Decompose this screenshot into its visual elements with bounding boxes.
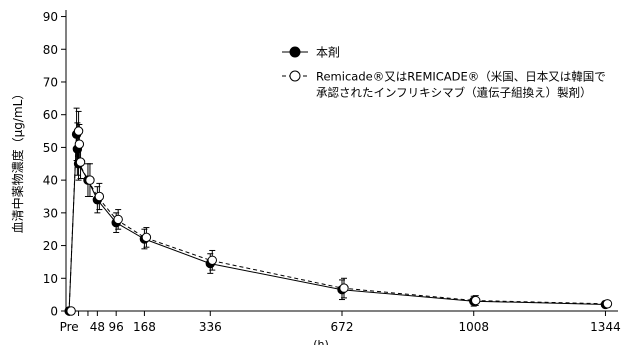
plot-frame bbox=[65, 10, 618, 312]
legend-label-1: 本剤 bbox=[316, 45, 340, 60]
y-tick-label: 40 bbox=[43, 174, 58, 188]
x-tick-label: 336 bbox=[199, 320, 222, 334]
data-point-series-2 bbox=[74, 139, 85, 149]
x-tick-label: 1344 bbox=[590, 320, 621, 334]
data-point-series-2 bbox=[207, 255, 217, 265]
data-point-series-2 bbox=[113, 214, 123, 225]
data-point-series-2 bbox=[141, 232, 152, 243]
series-line-2 bbox=[68, 131, 606, 312]
y-tick-label: 90 bbox=[43, 10, 58, 24]
x-tick-label: 672 bbox=[331, 320, 354, 334]
data-point-series-2 bbox=[471, 295, 481, 306]
y-tick-label: 70 bbox=[43, 75, 58, 89]
data-point-series-2 bbox=[73, 126, 84, 136]
y-tick-label: 0 bbox=[50, 305, 58, 319]
data-point-series-2 bbox=[85, 175, 95, 185]
y-tick-label: 80 bbox=[43, 43, 58, 57]
series-line-1 bbox=[68, 134, 606, 312]
data-point-series-2 bbox=[94, 191, 105, 202]
x-tick-label: 1008 bbox=[458, 320, 489, 334]
data-point-series-2 bbox=[66, 306, 76, 316]
x-tick-label: Pre bbox=[60, 320, 79, 334]
x-tick-label: 96 bbox=[109, 320, 124, 334]
y-tick-label: 10 bbox=[43, 272, 58, 286]
x-tick-label: 48 bbox=[90, 320, 105, 334]
y-tick-label: 20 bbox=[43, 239, 58, 253]
legend-marker-1 bbox=[289, 46, 301, 58]
legend-label-2-line-2: 承認されたインフリキシマブ（遺伝子組換え）製剤） bbox=[316, 86, 592, 100]
x-axis-label: (h) bbox=[313, 338, 329, 345]
y-tick-label: 30 bbox=[43, 206, 58, 220]
legend-marker-2 bbox=[289, 70, 301, 82]
x-tick-label: 168 bbox=[133, 320, 156, 334]
data-point-series-2 bbox=[75, 157, 86, 167]
data-point-series-2 bbox=[339, 283, 349, 293]
legend-label-2-line-1: Remicade®又はREMICADE®（米国、日本又は韓国で bbox=[316, 70, 606, 84]
data-point-series-2 bbox=[602, 299, 613, 309]
y-axis-label: 血清中薬物濃度（μg/mL） bbox=[10, 88, 25, 234]
y-tick-label: 50 bbox=[43, 141, 58, 155]
y-tick-label: 60 bbox=[43, 108, 58, 122]
